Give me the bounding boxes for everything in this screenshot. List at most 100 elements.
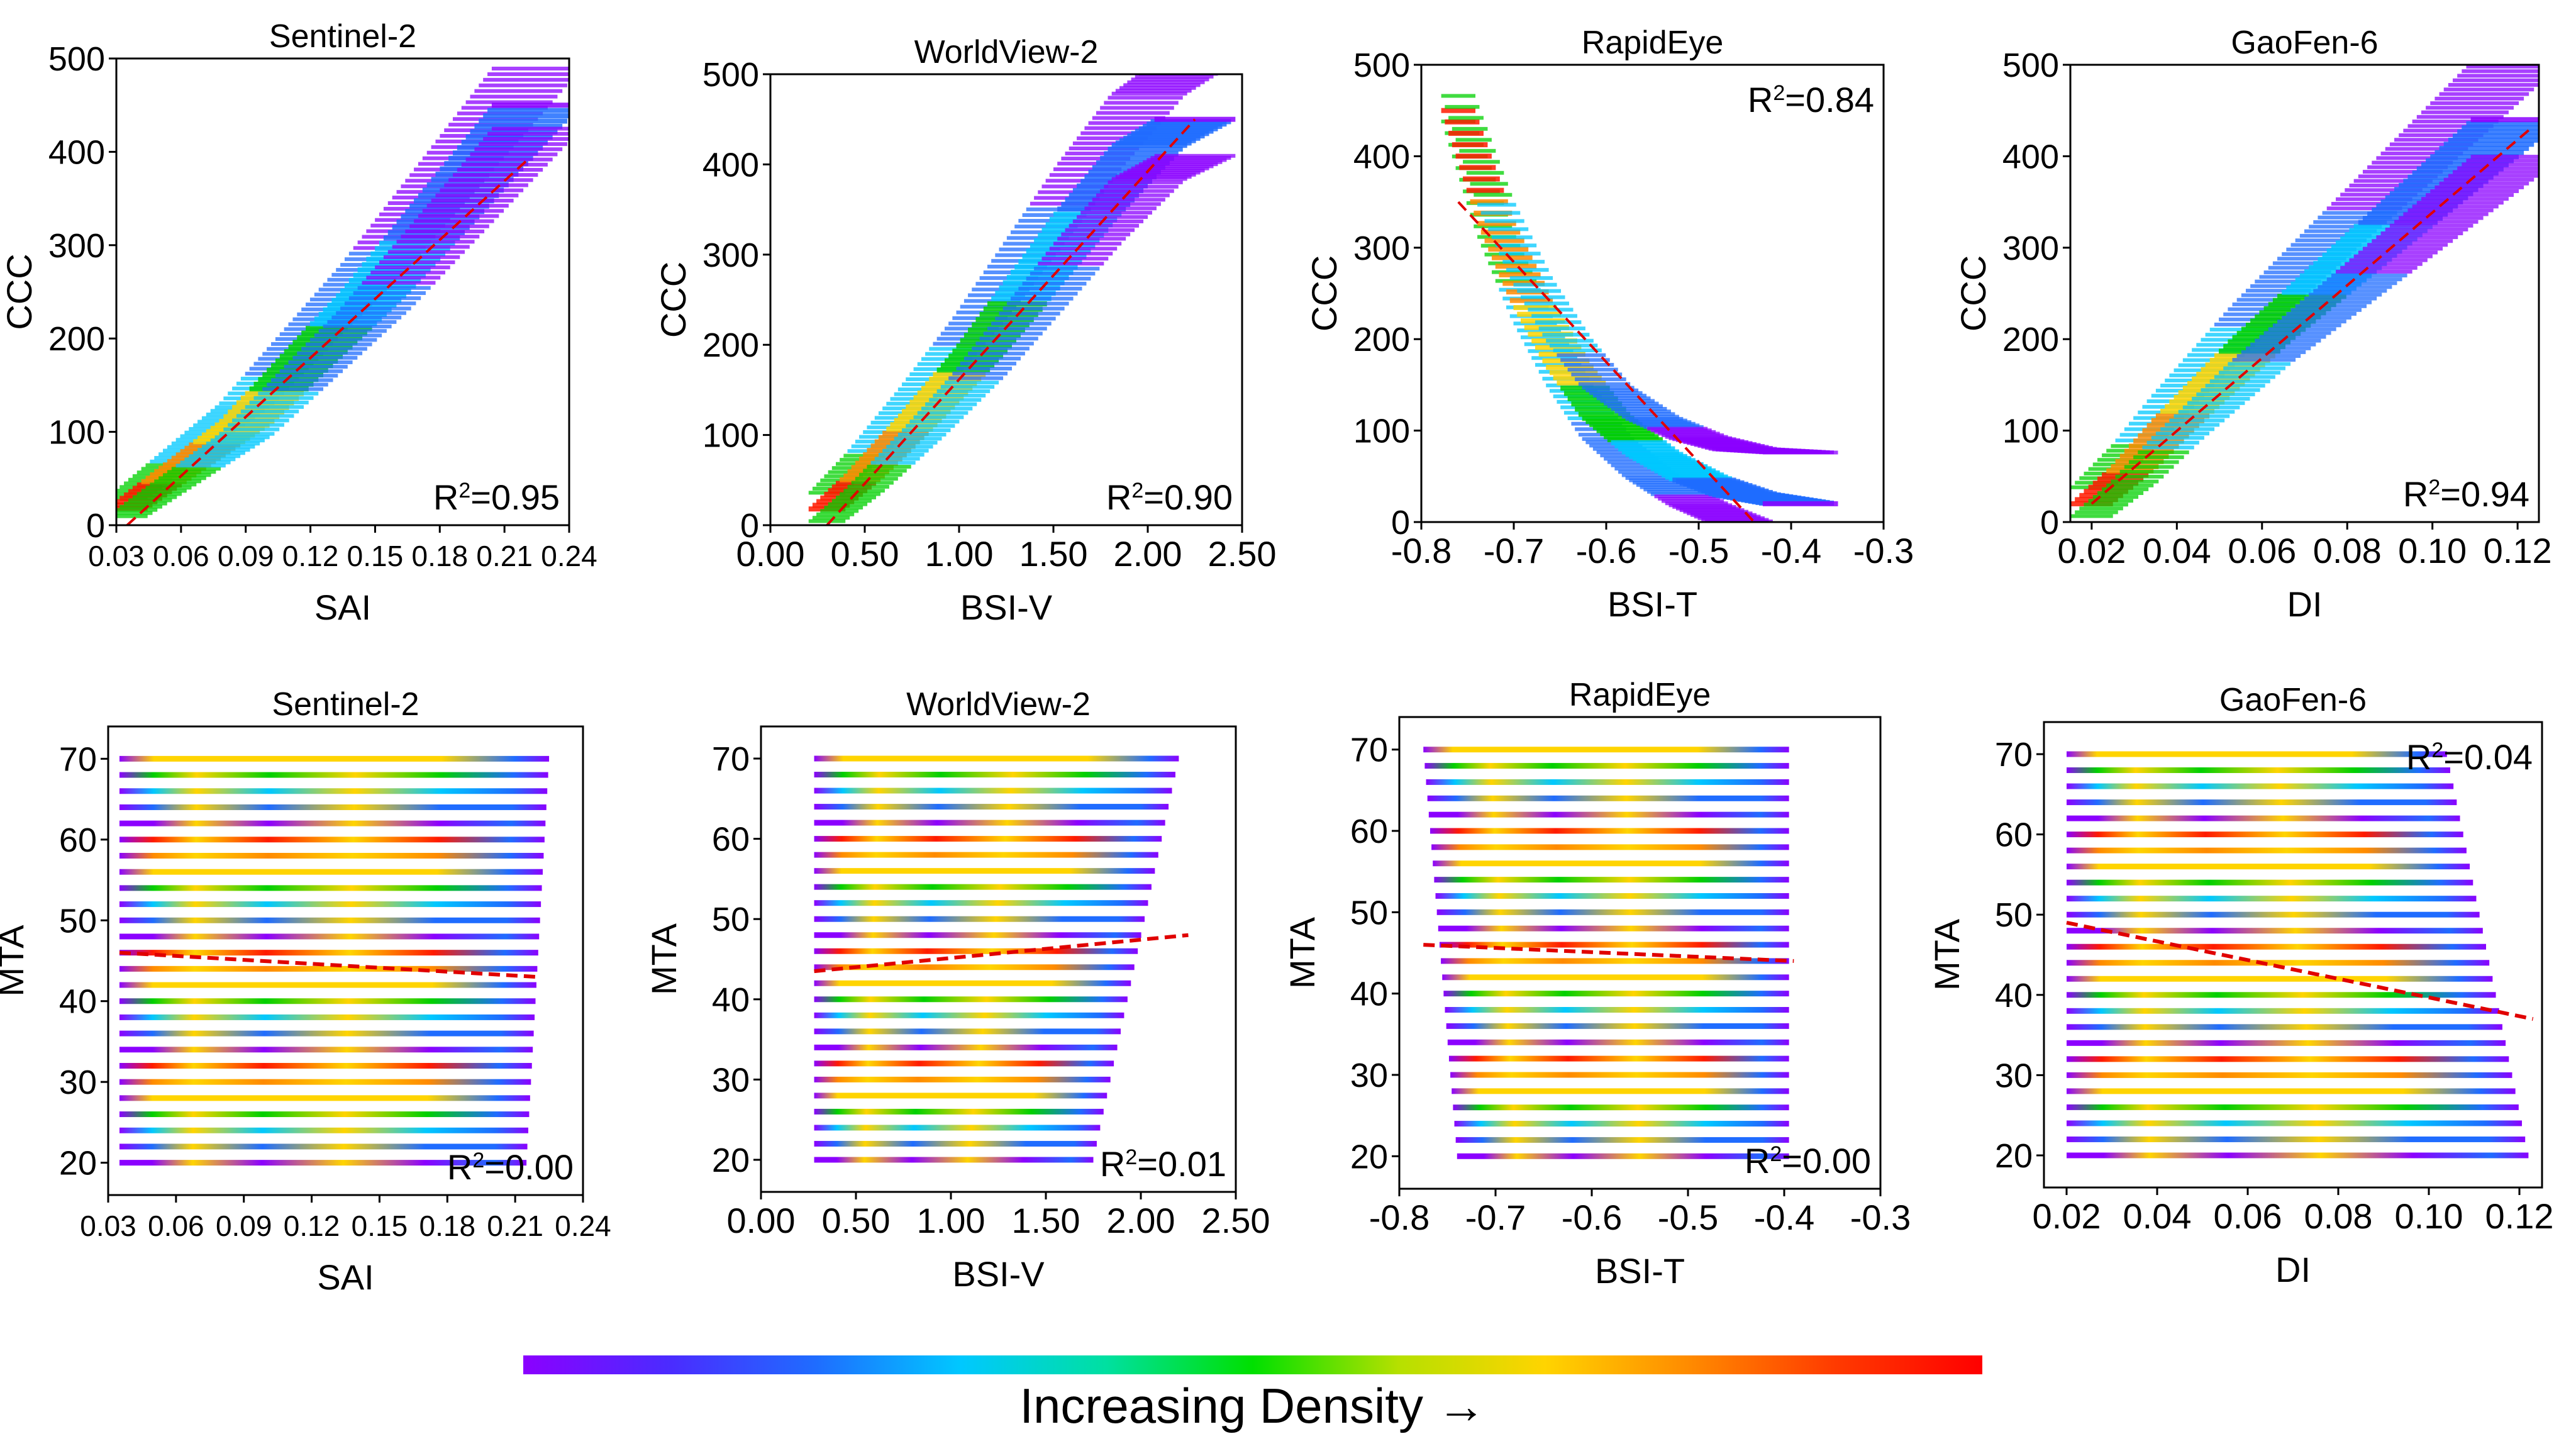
- x-tick-label: 2.00: [1114, 534, 1182, 574]
- density-point: [2448, 174, 2539, 178]
- density-point: [1726, 526, 1797, 530]
- data-layer: [1423, 747, 1794, 1159]
- r-squared-label: R2=0.00: [1745, 1141, 1871, 1181]
- x-tick-label: 1.00: [925, 534, 994, 574]
- density-point: [1474, 224, 1513, 228]
- stripe-series: [1442, 974, 1789, 981]
- x-tick-label: 0.12: [282, 540, 339, 572]
- density-point: [461, 106, 548, 110]
- density-point: [1625, 476, 1684, 480]
- density-point: [1041, 184, 1109, 189]
- density-point: [1524, 342, 1569, 347]
- density-point: [1041, 257, 1109, 261]
- density-point: [2407, 208, 2494, 213]
- density-point: [2434, 150, 2524, 155]
- density-point: [2372, 239, 2453, 243]
- r-squared-exponent: 2: [1125, 1145, 1137, 1169]
- density-point: [2236, 298, 2301, 302]
- x-axis-label: SAI: [314, 587, 371, 627]
- density-point: [1614, 409, 1671, 414]
- density-point: [952, 348, 1008, 354]
- density-point: [2353, 254, 2433, 259]
- density-point: [2250, 342, 2316, 347]
- stripe-series: [119, 1047, 533, 1053]
- stripe-series: [119, 820, 546, 826]
- density-point: [2092, 495, 2139, 499]
- density-point: [1488, 227, 1529, 231]
- density-point: [1455, 138, 1492, 142]
- r-squared-exponent: 2: [1770, 1142, 1782, 1166]
- density-point: [1155, 60, 1236, 64]
- regression-line: [814, 933, 1189, 974]
- regression-line: [2090, 128, 2531, 505]
- density-point: [1030, 272, 1096, 276]
- density-point: [1520, 335, 1565, 340]
- density-point: [956, 366, 1013, 370]
- density-point: [2070, 514, 2113, 518]
- y-axis-label: MTA: [644, 923, 684, 995]
- density-point: [327, 320, 397, 324]
- density-point: [1092, 165, 1165, 170]
- density-point: [843, 489, 885, 493]
- density-point: [2340, 192, 2418, 197]
- density-point: [917, 411, 969, 415]
- y-tick-label: 60: [59, 821, 97, 859]
- density-point: [886, 445, 933, 449]
- stripe-series: [1427, 795, 1789, 801]
- density-point: [1640, 485, 1700, 489]
- density-point: [851, 481, 894, 485]
- density-point: [465, 134, 553, 140]
- chart-panel-7: -0.8 -0.7 -0.6 -0.5 -0.4 -0.3 20 30 40 50 60 70 Rapi…: [1282, 677, 1911, 1291]
- density-point: [2241, 293, 2306, 298]
- density-point: [1084, 206, 1157, 211]
- density-point: [219, 431, 275, 436]
- density-point: [1014, 291, 1078, 296]
- y-tick-label: 500: [1353, 47, 1410, 84]
- density-point: [2426, 193, 2514, 197]
- density-point: [2434, 185, 2524, 189]
- stripe-series: [2067, 943, 2487, 950]
- stripe-series: [1455, 1137, 1789, 1143]
- stripe-series: [2067, 815, 2460, 821]
- density-point: [1582, 416, 1635, 421]
- x-tick-label: 0.12: [2484, 531, 2552, 570]
- y-tick-label: 40: [1995, 977, 2033, 1015]
- x-axis-label: SAI: [317, 1257, 374, 1297]
- stripe-series: [2067, 751, 2447, 757]
- stripe-series: [2067, 1152, 2529, 1159]
- chart-title: WorldView-2: [914, 34, 1099, 70]
- density-point: [2376, 235, 2458, 240]
- density-point: [2223, 312, 2285, 316]
- density-point: [936, 389, 991, 394]
- density-point: [1607, 404, 1663, 408]
- y-axis-label: MTA: [0, 925, 31, 997]
- density-point: [2457, 166, 2539, 170]
- density-point: [2439, 92, 2529, 96]
- density-point: [963, 357, 1021, 361]
- y-axis-label: CCC: [1953, 255, 1993, 331]
- chart-title: Sentinel-2: [269, 18, 416, 55]
- x-tick-label: -0.5: [1668, 531, 1729, 570]
- stripe-series: [1450, 1072, 1789, 1078]
- density-point: [1061, 157, 1131, 161]
- x-tick-label: 0.04: [2143, 531, 2211, 570]
- y-tick-label: 60: [1995, 816, 2033, 854]
- density-point: [1011, 296, 1074, 301]
- density-point: [301, 347, 367, 351]
- density-point: [1643, 487, 1704, 492]
- density-point: [1492, 255, 1533, 260]
- density-point: [236, 414, 294, 418]
- density-point: [1034, 267, 1100, 271]
- density-point: [2462, 125, 2539, 131]
- density-point: [991, 321, 1052, 326]
- density-point: [2412, 120, 2499, 124]
- stripe-series: [119, 1095, 530, 1101]
- density-point: [1567, 396, 1618, 401]
- density-point: [1621, 473, 1679, 477]
- stripe-series: [119, 853, 544, 859]
- stripe-series: [119, 933, 540, 940]
- plot-frame: [2043, 721, 2543, 1189]
- density-point: [414, 219, 494, 223]
- density-point: [1553, 348, 1602, 353]
- chart-panel-6: 0.00 0.50 1.00 1.50 2.00 2.50 20 30 40 50 60 70 Worl…: [644, 686, 1270, 1294]
